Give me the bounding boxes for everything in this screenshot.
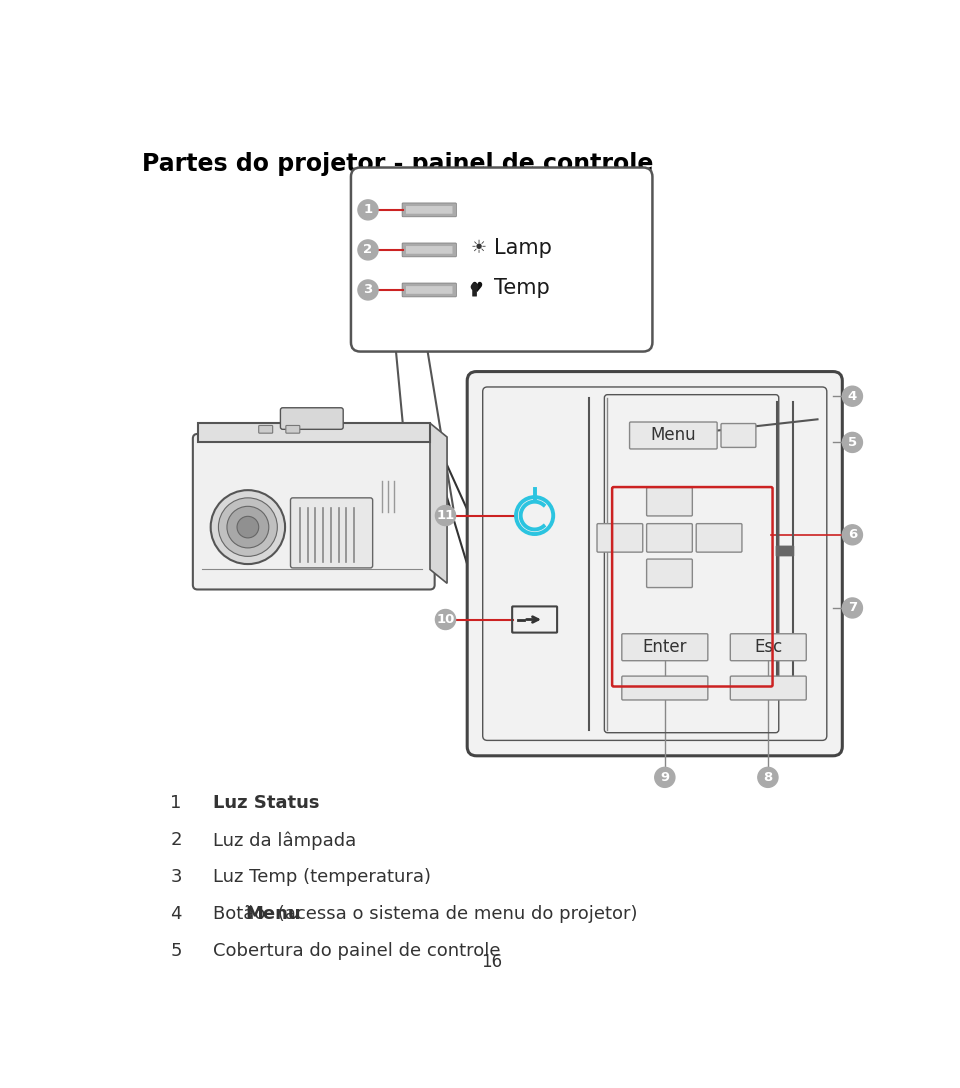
Circle shape (655, 767, 675, 788)
Text: 8: 8 (763, 771, 773, 783)
Text: 11: 11 (437, 509, 455, 522)
Text: 3: 3 (170, 868, 181, 887)
Polygon shape (430, 423, 447, 583)
Text: 5: 5 (848, 436, 857, 449)
FancyBboxPatch shape (402, 203, 456, 217)
Text: (acessa o sistema de menu do projetor): (acessa o sistema de menu do projetor) (272, 905, 637, 924)
Text: 16: 16 (481, 953, 503, 970)
Text: Luz Status: Luz Status (213, 794, 320, 813)
FancyBboxPatch shape (647, 559, 692, 588)
Text: 3: 3 (364, 284, 372, 296)
Text: 1: 1 (170, 794, 181, 813)
Text: 7: 7 (848, 602, 857, 615)
Circle shape (358, 200, 378, 220)
FancyBboxPatch shape (280, 408, 344, 430)
FancyBboxPatch shape (630, 422, 717, 449)
Text: Menu: Menu (651, 426, 696, 445)
Text: 6: 6 (848, 529, 857, 542)
Circle shape (436, 609, 456, 630)
FancyBboxPatch shape (472, 285, 477, 297)
Text: 5: 5 (170, 942, 181, 960)
Text: 2: 2 (364, 244, 372, 257)
Text: Temp: Temp (493, 279, 549, 298)
Text: Lamp: Lamp (493, 238, 551, 258)
FancyBboxPatch shape (721, 423, 756, 447)
Text: ♥: ♥ (470, 282, 483, 296)
FancyBboxPatch shape (647, 523, 692, 552)
Text: Enter: Enter (642, 639, 687, 656)
Text: Botão: Botão (213, 905, 271, 924)
Circle shape (842, 524, 862, 545)
Text: Cobertura do painel de controle: Cobertura do painel de controle (213, 942, 500, 960)
FancyBboxPatch shape (406, 206, 452, 213)
Circle shape (227, 506, 269, 548)
FancyBboxPatch shape (597, 523, 643, 552)
Text: 4: 4 (848, 390, 857, 403)
FancyBboxPatch shape (291, 498, 372, 568)
Text: Luz Temp (temperatura): Luz Temp (temperatura) (213, 868, 431, 887)
Text: Esc: Esc (755, 639, 782, 656)
FancyBboxPatch shape (286, 425, 300, 433)
Text: 4: 4 (170, 905, 181, 924)
FancyBboxPatch shape (622, 676, 708, 700)
FancyBboxPatch shape (468, 372, 842, 756)
FancyBboxPatch shape (193, 434, 435, 590)
Circle shape (470, 283, 478, 290)
Circle shape (358, 239, 378, 260)
FancyBboxPatch shape (402, 243, 456, 257)
Circle shape (842, 598, 862, 618)
Text: Menu: Menu (246, 905, 301, 924)
Text: 9: 9 (660, 771, 669, 783)
Circle shape (219, 498, 277, 556)
FancyBboxPatch shape (696, 523, 742, 552)
FancyBboxPatch shape (731, 676, 806, 700)
Text: 2: 2 (170, 831, 181, 850)
FancyBboxPatch shape (731, 633, 806, 660)
Circle shape (757, 767, 778, 788)
Text: 1: 1 (364, 203, 372, 217)
Circle shape (210, 491, 285, 564)
Text: 10: 10 (436, 613, 455, 626)
FancyBboxPatch shape (406, 246, 452, 254)
FancyBboxPatch shape (776, 545, 794, 556)
FancyBboxPatch shape (406, 286, 452, 294)
Circle shape (842, 386, 862, 406)
FancyBboxPatch shape (622, 633, 708, 660)
Text: Partes do projetor - painel de controle: Partes do projetor - painel de controle (142, 152, 653, 176)
Polygon shape (198, 423, 430, 443)
Text: Luz da lâmpada: Luz da lâmpada (213, 831, 356, 850)
Circle shape (436, 506, 456, 526)
FancyBboxPatch shape (351, 168, 653, 351)
Circle shape (842, 432, 862, 453)
FancyBboxPatch shape (647, 487, 692, 516)
Text: ☀: ☀ (470, 239, 487, 258)
Circle shape (237, 517, 259, 537)
Circle shape (358, 280, 378, 300)
FancyBboxPatch shape (402, 283, 456, 297)
FancyBboxPatch shape (259, 425, 273, 433)
